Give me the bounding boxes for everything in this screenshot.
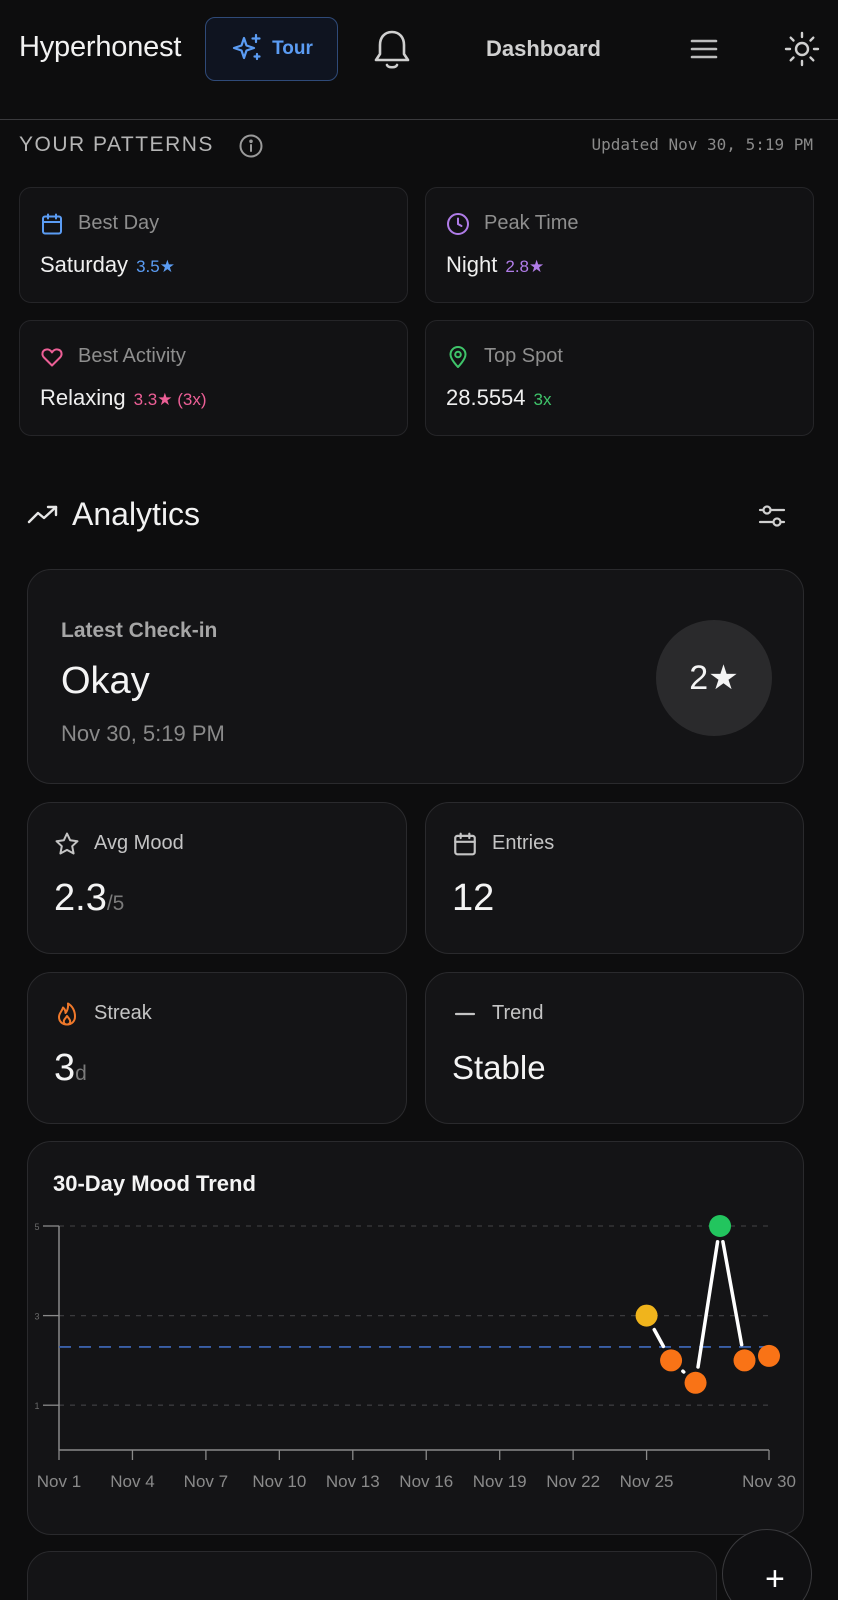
mood-trend-chart-card: 30-Day Mood Trend 1 3 5 Nov 1 Nov 4 Nov 7 Nov … (27, 1141, 804, 1535)
updated-timestamp: Updated Nov 30, 5:19 PM (591, 135, 813, 154)
pattern-value-text: Relaxing (40, 385, 126, 410)
pattern-value: Night 2.8★ (446, 252, 544, 278)
pattern-card-best-day: Best Day Saturday 3.5★ (19, 187, 408, 303)
pattern-card-top-spot: Top Spot 28.5554 3x (425, 320, 814, 436)
pattern-rating: 3.5★ (136, 257, 175, 276)
stat-label: Entries (492, 832, 555, 854)
stat-label: Avg Mood (94, 832, 184, 854)
streak-card: Streak 3d (27, 972, 407, 1124)
patterns-heading: YOUR PATTERNS (19, 133, 214, 156)
avg-mood-card: Avg Mood 2.3/5 (27, 802, 407, 954)
x-tick-label: Nov 7 (184, 1472, 228, 1491)
pattern-label: Best Activity (78, 345, 186, 367)
calendar-icon (454, 832, 476, 856)
entries-value: 12 (452, 877, 495, 919)
x-tick-label: Nov 4 (110, 1472, 154, 1491)
latest-checkin-label: Latest Check-in (61, 619, 218, 642)
pattern-value: Relaxing 3.3★ (3x) (40, 385, 206, 411)
analytics-title: Analytics (72, 496, 201, 532)
sliders-filter-icon[interactable] (756, 500, 788, 532)
pattern-label: Top Spot (484, 345, 563, 367)
trend-value: Stable (452, 1049, 546, 1086)
avg-mood-unit: /5 (106, 892, 125, 915)
latest-checkin-card[interactable]: Latest Check-in Okay Nov 30, 5:19 PM 2★ (27, 569, 804, 784)
pattern-label: Best Day (78, 212, 160, 234)
stat-value: 2.3/5 (54, 877, 124, 920)
data-point (709, 1215, 732, 1237)
x-tick-label: Nov 19 (473, 1472, 527, 1491)
trend-card: Trend Stable (425, 972, 804, 1124)
stat-label: Streak (94, 1002, 152, 1024)
heart-icon (41, 348, 63, 367)
clock-icon (447, 213, 469, 235)
info-icon[interactable] (238, 133, 264, 159)
plus-icon: + (765, 1560, 785, 1598)
bell-icon[interactable] (371, 27, 413, 71)
pattern-value: Saturday 3.5★ (40, 252, 175, 278)
pattern-value-text: Saturday (40, 252, 129, 277)
stat-value: 3d (54, 1047, 87, 1090)
star-icon (55, 832, 79, 855)
pattern-rating: 3.3★ (3x) (133, 390, 207, 409)
streak-value: 3 (54, 1047, 76, 1089)
top-header: Hyperhonest Tour Dashboard (0, 0, 838, 120)
pattern-card-best-activity: Best Activity Relaxing 3.3★ (3x) (19, 320, 408, 436)
hamburger-menu-icon[interactable] (688, 36, 720, 62)
data-point (733, 1349, 756, 1372)
series-line-segment (696, 1240, 720, 1369)
tour-button[interactable]: Tour (205, 17, 338, 81)
x-tick-label: Nov 22 (546, 1472, 600, 1491)
pattern-value: 28.5554 3x (446, 385, 552, 411)
latest-checkin-time: Nov 30, 5:19 PM (61, 721, 225, 746)
tour-label: Tour (272, 38, 313, 59)
trending-up-icon (27, 505, 58, 524)
avg-mood-value: 2.3 (54, 877, 107, 919)
pattern-value-text: Night (446, 252, 498, 277)
data-point (660, 1349, 683, 1372)
pattern-label: Peak Time (484, 212, 579, 234)
app-screen: Hyperhonest Tour Dashboard YOUR PATTERNS (0, 0, 838, 1600)
calendar-icon (42, 213, 62, 235)
mood-trend-chart: 1 3 5 Nov 1 Nov 4 Nov 7 Nov 10 Nov 13 Nov 16 Nov … (34, 1215, 796, 1491)
flame-icon (58, 1002, 76, 1026)
entries-card: Entries 12 (425, 802, 804, 954)
y-tick-label: 3 (34, 1312, 39, 1322)
x-tick-label: Nov 30 (742, 1472, 796, 1491)
series-line-segment (681, 1369, 686, 1374)
latest-mood-text: Okay (61, 660, 150, 702)
y-tick-label: 5 (34, 1222, 39, 1232)
pattern-count: 3x (533, 390, 552, 409)
x-tick-label: Nov 10 (252, 1472, 306, 1491)
nav-dashboard-link[interactable]: Dashboard (486, 36, 601, 61)
series-line-segment (652, 1327, 666, 1349)
x-tick-label: Nov 13 (326, 1472, 380, 1491)
next-card-partial (27, 1551, 717, 1600)
pattern-value-text: 28.5554 (446, 385, 526, 410)
map-pin-icon (449, 346, 467, 368)
streak-unit: d (75, 1062, 87, 1085)
minus-icon (454, 1012, 476, 1016)
data-point (758, 1344, 780, 1367)
pattern-card-peak-time: Peak Time Night 2.8★ (425, 187, 814, 303)
theme-toggle-sun-icon[interactable] (784, 31, 820, 67)
data-point (684, 1371, 707, 1394)
x-tick-label: Nov 1 (37, 1472, 81, 1491)
data-point (635, 1304, 658, 1327)
add-entry-fab[interactable]: + (722, 1529, 812, 1600)
brand-logo[interactable]: Hyperhonest (19, 31, 182, 63)
latest-rating-badge: 2★ (656, 620, 772, 736)
x-tick-label: Nov 16 (399, 1472, 453, 1491)
y-tick-label: 1 (34, 1401, 39, 1411)
series-line-segment (721, 1239, 744, 1347)
sparkles-icon (232, 33, 261, 61)
pattern-rating: 2.8★ (505, 257, 545, 276)
chart-title: 30-Day Mood Trend (53, 1171, 256, 1196)
stat-label: Trend (492, 1002, 544, 1024)
x-tick-label: Nov 25 (620, 1472, 674, 1491)
